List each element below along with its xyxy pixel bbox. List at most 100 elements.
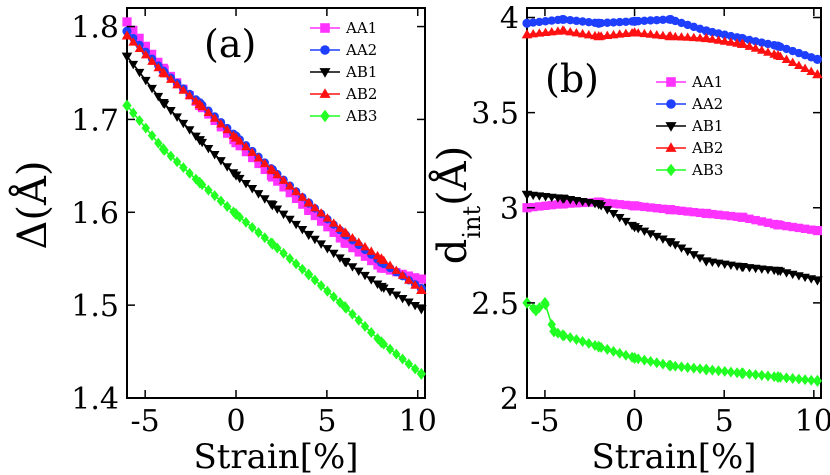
panel-b-marker-aa2 <box>584 17 593 27</box>
panel-b-y-axis-label-sub: int <box>458 206 486 239</box>
panel-b-marker-ab2 <box>639 28 650 38</box>
panel-a-point-ab2 <box>158 67 169 77</box>
panel-b-marker-ab3 <box>782 372 791 384</box>
panel-a-marker-ab1 <box>291 220 301 230</box>
panel-a-marker-ab3 <box>254 227 263 239</box>
panel-b-marker-ab3 <box>646 355 655 367</box>
panel-a-legend-entry-aa1: AA1 <box>310 19 377 37</box>
panel-b-point-aa1 <box>665 205 676 215</box>
panel-a-marker-ab2 <box>253 153 264 162</box>
panel-a-marker-ab2 <box>278 175 289 184</box>
panel-a-point-ab2 <box>194 99 205 109</box>
panel-b-marker-ab1 <box>602 206 613 215</box>
panel-a-marker-ab2 <box>347 232 358 242</box>
panel-b-legend-label: AB3 <box>691 161 723 179</box>
panel-b-point-ab2 <box>629 27 640 37</box>
panel-b-marker-aa2 <box>572 16 581 26</box>
panel-a-point-ab2 <box>339 227 351 237</box>
panel-a-point-ab2 <box>230 132 242 142</box>
panel-b-marker-aa2 <box>621 17 631 26</box>
panel-b-marker-ab2 <box>794 60 804 70</box>
panel-b-point-aa2 <box>701 26 711 36</box>
panel-a-marker-ab2 <box>360 241 370 251</box>
panel-a-plot-frame <box>126 7 426 399</box>
panel-b-y-tick-label: 3 <box>500 192 519 227</box>
panel-a-marker-ab3 <box>248 221 257 233</box>
panel-a-marker-ab1 <box>328 249 339 259</box>
panel-a-marker-ab1 <box>216 157 226 166</box>
panel-b-point-ab1 <box>772 266 784 277</box>
panel-a-marker-ab1 <box>222 163 233 172</box>
panel-b-y-axis-label-unit: (Å) <box>429 146 476 206</box>
panel-a-marker-ab1 <box>209 151 220 160</box>
panel-b-marker-ab3 <box>788 373 797 384</box>
panel-a-marker-ab2 <box>147 56 157 65</box>
panel-a-point-ab3 <box>158 143 168 156</box>
panel-b-legend-entry-aa1: AA1 <box>656 73 723 91</box>
panel-a-marker-ab2 <box>178 85 189 94</box>
panel-a-legend-marker <box>320 23 330 33</box>
panel-a-legend-label: AB2 <box>345 85 377 103</box>
panel-a-marker-ab3 <box>298 263 307 275</box>
panel-b-marker-ab3 <box>751 369 760 381</box>
panel-a-legend-entry-aa2: AA2 <box>310 41 377 59</box>
panel-a-marker-ab2 <box>366 246 377 255</box>
panel-a-marker-ab3 <box>204 184 213 196</box>
panel-a-legend-entry-ab3: AB3 <box>310 107 377 125</box>
panel-a-marker-ab2 <box>310 203 320 212</box>
panel-b-marker-ab2 <box>577 28 588 38</box>
panel-a-marker-ab2 <box>247 147 258 156</box>
panel-a-marker-ab2 <box>172 79 182 89</box>
panel-b-marker-ab2 <box>787 57 798 67</box>
panel-a-marker-ab2 <box>241 141 251 151</box>
panel-b-point-ab3 <box>594 340 604 353</box>
panel-a-marker-ab3 <box>398 353 407 365</box>
panel-a-marker-ab2 <box>328 218 339 227</box>
panel-a-marker-ab3 <box>210 190 219 202</box>
panel-b-marker-ab1 <box>645 230 656 239</box>
panel-a-marker-ab2 <box>291 186 301 196</box>
panel-a-point-ab3 <box>416 367 426 380</box>
panel-a-y-tick-label: 1.4 <box>71 382 119 417</box>
panel-b-marker-ab3 <box>763 370 773 382</box>
panel-b-marker-ab2 <box>682 32 693 41</box>
panel-a-point-aa1 <box>416 274 426 284</box>
panel-b-point-aa1 <box>812 225 823 236</box>
panel-a-marker-ab1 <box>360 271 370 281</box>
panel-b-legend-entry-ab3: AB3 <box>656 161 723 179</box>
panel-a-label: (a) <box>204 22 256 66</box>
panel-a-marker-ab2 <box>385 260 395 269</box>
panel-a-point-ab3 <box>267 237 277 250</box>
panel-a-marker-ab1 <box>410 302 420 311</box>
panel-b-point-ab1 <box>629 223 640 233</box>
panel-b-legend-marker <box>665 142 677 152</box>
panel-b-marker-aa2 <box>658 15 668 25</box>
panel-b-marker-aa2 <box>652 15 661 25</box>
panel-a-marker-ab2 <box>259 158 270 168</box>
panel-a-marker-ab3 <box>310 274 320 286</box>
panel-b-point-aa2 <box>773 41 783 51</box>
panel-a-marker-ab3 <box>329 291 338 303</box>
panel-a-marker-ab1 <box>391 291 402 300</box>
panel-b-marker-ab3 <box>603 343 612 355</box>
panel-a-marker-ab3 <box>172 156 182 168</box>
panel-b-marker-ab2 <box>756 45 767 54</box>
panel-a-marker-ab1 <box>297 226 308 235</box>
panel-b-point-ab2 <box>812 69 823 79</box>
panel-b-marker-ab3 <box>714 365 723 377</box>
panel-a-marker-ab2 <box>166 74 176 83</box>
panel-a-point-ab1 <box>121 52 133 62</box>
panel-a: -5 0 5 10 1.4 1.5 1.6 1.7 1.8 (a) Strain[%] Δ(Å… <box>9 7 437 475</box>
panel-b-marker-ab3 <box>652 357 661 369</box>
panel-a-point-ab2 <box>376 253 387 263</box>
panel-b-legend-label: AA1 <box>691 73 723 91</box>
panel-b-marker-ab3 <box>726 366 736 378</box>
panel-a-x-axis-label: Strain[%] <box>193 437 358 475</box>
panel-a-marker-ab1 <box>184 126 195 135</box>
panel-a-marker-ab2 <box>297 192 308 201</box>
panel-a-x-tick-label: 5 <box>317 404 336 439</box>
panel-a-marker-ab3 <box>404 358 414 370</box>
panel-b-marker-ab2 <box>713 35 724 44</box>
panel-a-marker-ab3 <box>223 201 232 212</box>
panel-b-y-tick-label: 4 <box>500 2 519 37</box>
